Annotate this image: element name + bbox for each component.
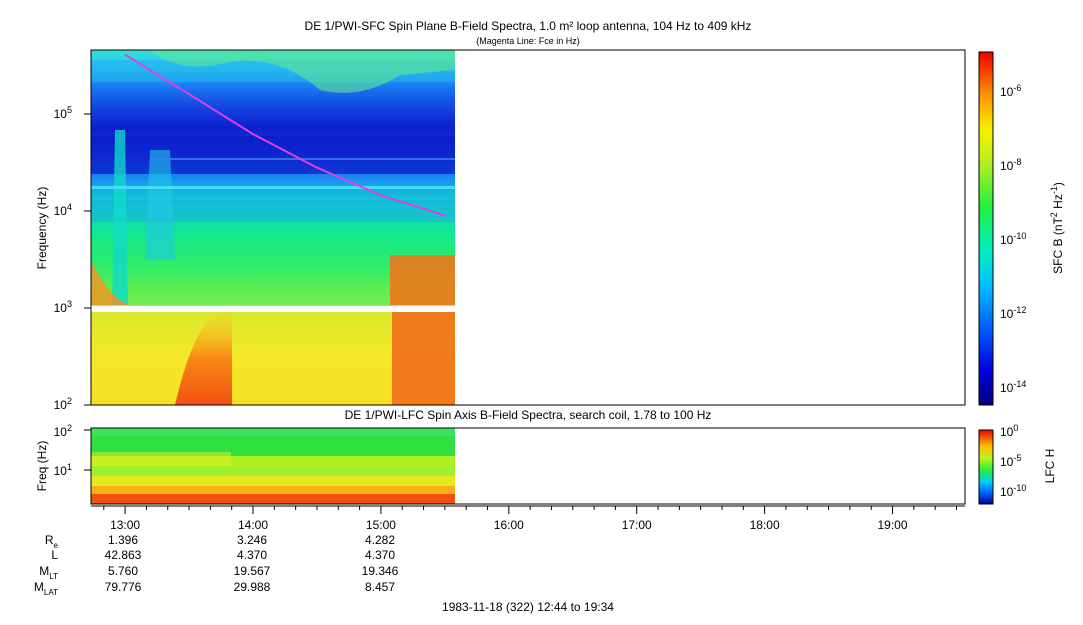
sfc-ytick-4: 104 [54,202,72,218]
sfc-data-gap [91,306,455,312]
eph-label-l: L [51,548,58,562]
time-tick-label: 16:00 [494,518,524,532]
sfc-cbar-tick-12: 10-12 [1000,305,1026,321]
lfc-plot-frame [90,427,966,505]
sfc-colorbar-label: SFC B (nT2 Hz-1) [1049,182,1065,274]
sfc-auroral-lower [91,260,130,305]
time-axis: 13:00 14:00 15:00 16:00 17:00 18:00 19:00 [91,505,965,532]
lfc-ytick-2: 102 [54,423,72,439]
eph-value: 19.346 [362,564,399,578]
sfc-spectrogram [91,50,455,405]
eph-value: 5.760 [108,564,138,578]
lfc-title: DE 1/PWI-LFC Spin Axis B-Field Spectra, … [345,408,712,422]
eph-value: 42.863 [105,548,142,562]
time-tick-label: 13:00 [110,518,140,532]
fce-line [124,53,446,217]
lfc-cbar-tick-0: 100 [1000,423,1018,439]
ephemeris-table: Re L MLT MLAT 1.396 3.246 4.282 42.863 4… [34,533,399,597]
sfc-burst-1320 [145,150,175,260]
time-tick-label: 15:00 [366,518,396,532]
eph-value: 1.396 [108,533,138,547]
time-tick-label: 19:00 [878,518,908,532]
sfc-emission-1505-low [392,312,455,405]
sfc-subtitle: (Magenta Line: Fce in Hz) [476,36,580,46]
sfc-emission-1345 [175,312,232,405]
lfc-cbar-tick-5: 10-5 [1000,453,1021,469]
sfc-ytick-5: 105 [54,105,72,121]
sfc-mid-band [91,200,455,222]
eph-label-mlat: MLAT [34,580,58,597]
sfc-cbar-tick-10: 10-10 [1000,231,1026,247]
sfc-ytick-3: 103 [54,299,72,315]
sfc-title: DE 1/PWI-SFC Spin Plane B-Field Spectra,… [305,19,752,33]
eph-label-re: Re [45,533,59,550]
sfc-burst-1300 [112,130,128,305]
eph-value: 4.370 [365,548,395,562]
eph-value: 4.282 [365,533,395,547]
sfc-cbar-tick-8: 10-8 [1000,157,1021,173]
eph-value: 4.370 [237,548,267,562]
sfc-y-axis: 102 103 104 105 Frequency (Hz) [35,105,91,412]
sfc-ytick-2: 102 [54,396,72,412]
sfc-cbar-tick-6: 10-6 [1000,83,1021,99]
eph-value: 29.988 [234,580,271,594]
lfc-ytick-1: 101 [54,462,72,478]
eph-value: 8.457 [365,580,395,594]
sfc-emission-1505 [390,255,455,305]
time-tick-label: 17:00 [622,518,652,532]
time-tick-label: 18:00 [750,518,780,532]
lfc-colorbar-label: LFC H [1043,449,1057,484]
sfc-colorbar: 10-6 10-8 10-10 10-12 10-14 SFC B (nT2 H… [978,51,1065,406]
sfc-dark-band [91,136,455,174]
eph-value: 19.567 [234,564,271,578]
eph-label-mlt: MLT [39,564,58,581]
eph-value: 3.246 [237,533,267,547]
sfc-plot-frame [90,49,966,406]
lfc-cbar-tick-10: 10-10 [1000,483,1026,499]
lfc-y-label: Freq (Hz) [35,441,49,492]
eph-value: 79.776 [105,580,142,594]
lfc-y-axis: 102 101 Freq (Hz) [35,423,91,491]
footer-time-range: 1983-11-18 (322) 12:44 to 19:34 [442,600,614,614]
sfc-hf-green-emission [150,50,455,93]
sfc-cbar-tick-14: 10-14 [1000,379,1026,395]
lfc-spectrogram [91,428,455,504]
sfc-interference-line [91,186,455,189]
sfc-y-label: Frequency (Hz) [35,187,49,270]
lfc-colorbar: 100 10-5 10-10 LFC H [978,423,1057,505]
time-tick-label: 14:00 [238,518,268,532]
